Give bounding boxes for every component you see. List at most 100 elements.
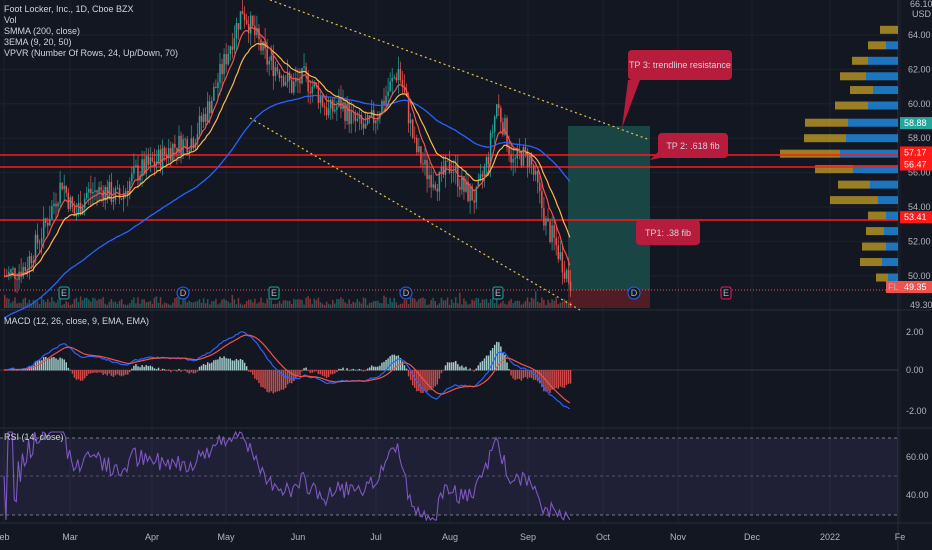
svg-text:58.88: 58.88 [904, 118, 927, 128]
event-marker-E[interactable]: E [492, 286, 504, 300]
macd-hist-bar [518, 370, 521, 379]
macd-hist-bar [237, 360, 240, 371]
candle [510, 154, 512, 163]
vp-row-down [850, 86, 873, 95]
vp-row-down [880, 25, 898, 34]
macd-hist-bar [381, 362, 383, 371]
candle [383, 100, 385, 105]
price-tick: 52.00 [908, 236, 931, 246]
volume-bar [129, 303, 131, 308]
candle [247, 23, 250, 34]
macd-hist-bar [122, 370, 125, 376]
candle [424, 159, 426, 165]
candle [77, 202, 80, 214]
candle [537, 170, 539, 183]
price-tick: 62.00 [908, 64, 931, 74]
macd-hist-bar [342, 367, 344, 371]
svg-text:TP 2: .618 fib: TP 2: .618 fib [666, 141, 719, 151]
event-marker-D[interactable]: D [399, 286, 413, 300]
price-tick: 58.00 [908, 133, 931, 143]
macd-hist-bar [90, 370, 92, 374]
event-marker-E[interactable]: E [720, 286, 732, 300]
candle [51, 206, 53, 220]
macd-hist-bar [414, 370, 416, 388]
macd-hist-bar [88, 370, 90, 374]
volume-bar [6, 297, 8, 308]
annotation-tp1[interactable]: TP1: .38 fib [636, 220, 700, 245]
macd-hist-bar [198, 366, 201, 371]
candle [506, 118, 508, 148]
volume-bar [75, 297, 78, 308]
rsi-tick: 60.00 [906, 452, 929, 462]
target-box[interactable] [568, 126, 650, 290]
event-marker-E[interactable]: E [268, 286, 280, 300]
rsi-tick: 40.00 [906, 490, 929, 500]
candle [69, 197, 72, 209]
volume-bar [399, 303, 402, 308]
macd-hist-bar [282, 370, 285, 390]
candle [124, 191, 127, 194]
price-bottom-label: 49.30 [910, 300, 932, 310]
volume-bar [567, 302, 570, 308]
candle [215, 86, 217, 88]
volume-bar [194, 301, 197, 308]
legend-ema[interactable]: 3EMA (9, 20, 50) [4, 37, 72, 47]
macd-hist-bar [452, 362, 455, 371]
event-marker-E[interactable]: E [58, 286, 70, 300]
candle [141, 159, 143, 176]
rsi-title[interactable]: RSI (14, close) [4, 432, 64, 442]
candle [153, 161, 156, 166]
macd-hist-bar [315, 370, 318, 372]
volume-bar [229, 303, 231, 308]
candle [381, 100, 383, 115]
svg-text:49.35: 49.35 [904, 282, 927, 292]
volume-bar [262, 302, 264, 308]
candle [448, 161, 451, 173]
price-axis[interactable]: 66.10 USD 64.00 62.00 60.00 58.00 56.00 54.00… [886, 0, 932, 310]
candle [393, 77, 395, 79]
macd-hist-bar [47, 358, 49, 371]
macd-hist-bar [418, 370, 420, 392]
svg-text:57.17: 57.17 [904, 147, 927, 157]
event-marker-D[interactable]: D [176, 286, 190, 300]
volume-bar [440, 297, 443, 308]
candle [145, 156, 147, 174]
candle [350, 111, 352, 124]
volume-bar [161, 304, 164, 308]
legend-vol[interactable]: Vol [4, 15, 17, 25]
macd-title[interactable]: MACD (12, 26, close, 9, EMA, EMA) [4, 316, 150, 326]
macd-hist-bar [473, 370, 475, 372]
annotation-tp3[interactable]: TP 3: trendline resistance [622, 50, 732, 128]
channel-bottom-trendline[interactable] [249, 117, 581, 311]
volume-bar [188, 300, 190, 308]
volume-bar [284, 300, 287, 308]
candle [282, 76, 285, 86]
macd-hist-bar [32, 365, 35, 371]
volume-bar [235, 304, 238, 308]
macd-hist-bar [127, 370, 129, 375]
event-marker-D[interactable]: D [627, 286, 641, 300]
vp-row-up [870, 180, 898, 189]
volume-bar [428, 304, 430, 308]
volume-bar [332, 299, 334, 308]
macd-hist-bar [502, 352, 504, 371]
volume-bar [198, 299, 201, 308]
legend-title[interactable]: Foot Locker, Inc., 1D, Cboe BZX [4, 4, 134, 14]
macd-hist-bar [405, 368, 408, 371]
annotation-tp2[interactable]: TP 2: .618 fib [650, 133, 728, 160]
macd-hist-bar [124, 370, 127, 375]
price-tick: 50.00 [908, 271, 931, 281]
candle [18, 271, 20, 280]
time-axis[interactable]: Feb Mar Apr May Jun Jul Aug Sep Oct Nov Dec 2022 Fe [0, 532, 905, 542]
legend-smma[interactable]: SMMA (200, close) [4, 26, 81, 36]
candle [541, 191, 543, 209]
candle [471, 186, 473, 201]
legend-vpvr[interactable]: VPVR (Number Of Rows, 24, Up/Down, 70) [4, 48, 179, 58]
candle [278, 71, 281, 78]
macd-hist-bar [368, 367, 371, 371]
candle [373, 110, 375, 124]
macd-hist-bar [516, 370, 518, 380]
time-tick: 2022 [820, 532, 840, 542]
vp-row-down [835, 101, 868, 110]
